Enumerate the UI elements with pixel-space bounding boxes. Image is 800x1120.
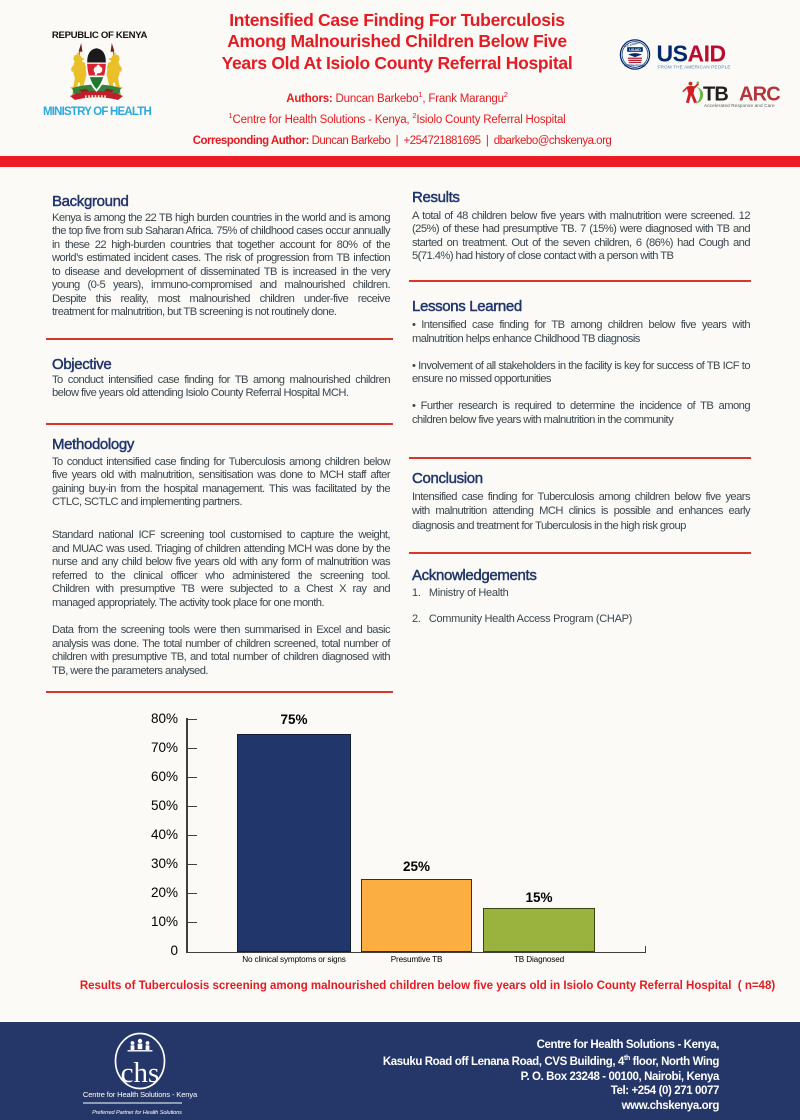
- svg-text:U.S. AGENCY: U.S. AGENCY: [624, 40, 641, 48]
- svg-text:INTERNATIONAL: INTERNATIONAL: [625, 63, 646, 67]
- svg-text:USAID: USAID: [657, 41, 726, 67]
- svg-text:Accelerated Response and Care: Accelerated Response and Care: [704, 103, 775, 108]
- svg-text:USAID: USAID: [629, 48, 641, 52]
- svg-text:FROM THE AMERICAN PEOPLE: FROM THE AMERICAN PEOPLE: [658, 65, 731, 70]
- svg-text:Preferred Partner for Health S: Preferred Partner for Health Solutions: [92, 1110, 182, 1116]
- svg-text:chs: chs: [121, 1057, 160, 1089]
- svg-text:ARC: ARC: [739, 84, 780, 106]
- svg-text:TB: TB: [703, 84, 728, 106]
- svg-text:Centre for Health Solutions -: Centre for Health Solutions - Kenya: [83, 1090, 198, 1099]
